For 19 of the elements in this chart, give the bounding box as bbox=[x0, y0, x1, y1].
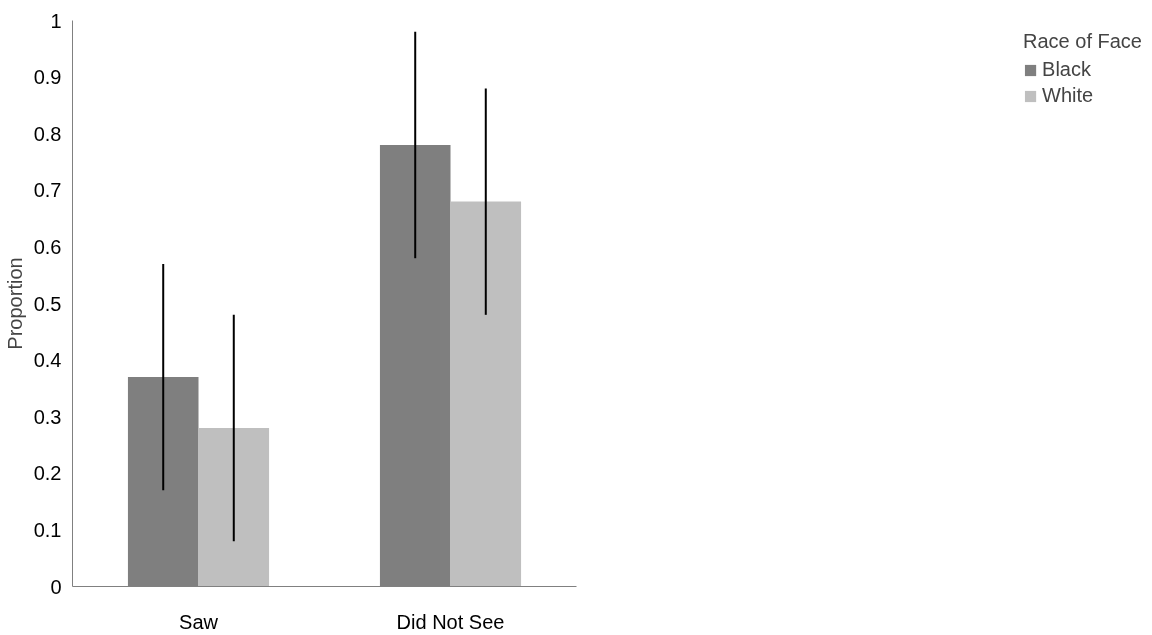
y-tick-label: 0.6 bbox=[33, 235, 62, 258]
y-axis-title: Proportion bbox=[3, 257, 26, 350]
y-tick-label: 0.8 bbox=[33, 122, 62, 145]
y-tick-label: 0.2 bbox=[33, 462, 62, 485]
y-tick-label: 0.7 bbox=[33, 179, 62, 202]
x-tick-label: Did Not See bbox=[396, 610, 505, 633]
y-tick-label: 0.1 bbox=[33, 518, 62, 541]
legend-label: White bbox=[1042, 84, 1094, 107]
y-tick-label: 0.5 bbox=[33, 292, 62, 315]
bar bbox=[198, 428, 270, 587]
bar bbox=[450, 201, 522, 587]
y-tick-label: 0.9 bbox=[33, 66, 62, 89]
y-tick-label: 0 bbox=[50, 575, 62, 598]
y-tick-label: 1 bbox=[50, 9, 62, 32]
y-tick-label: 0.4 bbox=[33, 349, 62, 372]
legend-label: Black bbox=[1042, 58, 1091, 81]
y-tick-label: 0.3 bbox=[33, 405, 62, 428]
legend-title: Race of Face bbox=[1023, 30, 1142, 53]
x-tick-label: Saw bbox=[179, 610, 219, 633]
